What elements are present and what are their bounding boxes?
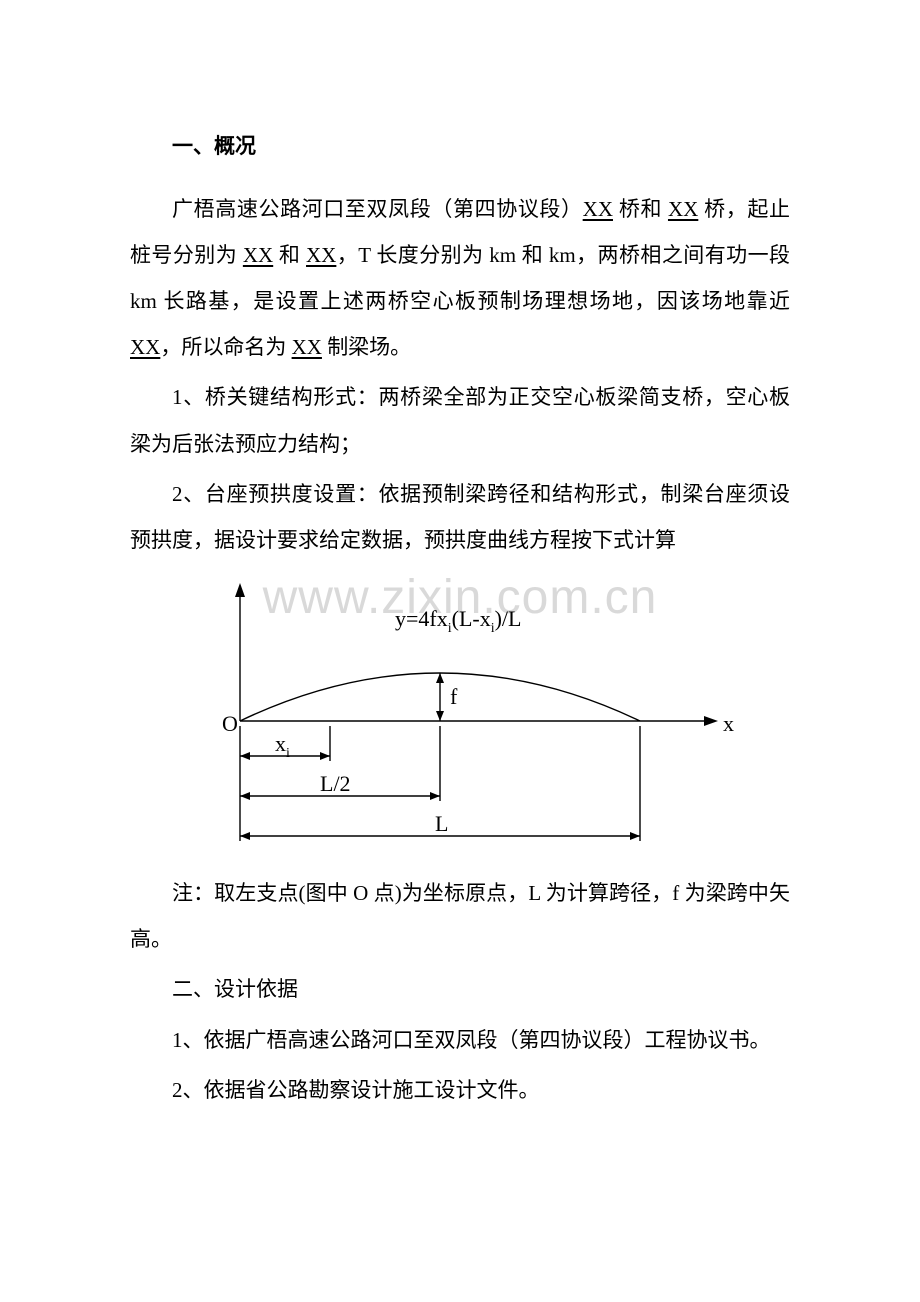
camber-curve-diagram: y=4fxi(L-xi)/L O x f xi L/2 L — [180, 571, 740, 856]
origin-label: O — [222, 711, 238, 736]
f-arrow-down — [436, 711, 444, 721]
l-label: L — [435, 811, 448, 836]
dim-l2-arrow-r — [430, 792, 440, 800]
l2-label: L/2 — [320, 771, 351, 796]
section1-para1: 广梧高速公路河口至双凤段（第四协议段）XX 桥和 XX 桥，起止桩号分别为 XX… — [130, 186, 790, 371]
section2-para1: 1、依据广梧高速公路河口至双凤段（第四协议段）工程协议书。 — [130, 1017, 790, 1063]
dim-l-arrow-r — [630, 832, 640, 840]
p1-u3: XX — [243, 243, 273, 267]
p1-t1: 广梧高速公路河口至双凤段（第四协议段） — [172, 197, 583, 221]
formula-text: y=4fxi(L-xi)/L — [395, 606, 522, 636]
f-label: f — [450, 684, 458, 709]
p1-u5: XX — [130, 335, 160, 359]
p1-u6: XX — [292, 335, 322, 359]
dim-xi-arrow-l — [240, 752, 250, 760]
xi-label-pre: x — [275, 731, 286, 756]
formula-mid: (L-x — [452, 606, 491, 631]
p1-u2: XX — [668, 197, 698, 221]
formula-prefix: y=4fx — [395, 606, 448, 631]
formula-suffix: )/L — [495, 606, 522, 631]
p1-u1: XX — [583, 197, 613, 221]
section2-para2: 2、依据省公路勘察设计施工设计文件。 — [130, 1067, 790, 1113]
dim-l-arrow-l — [240, 832, 250, 840]
x-axis-arrow — [704, 716, 718, 726]
section1-para2: 1、桥关键结构形式：两桥梁全部为正交空心板梁简支桥，空心板梁为后张法预应力结构； — [130, 374, 790, 466]
document-page: 一、概况 广梧高速公路河口至双凤段（第四协议段）XX 桥和 XX 桥，起止桩号分… — [0, 0, 920, 1217]
section1-heading: 一、概况 — [130, 130, 790, 164]
p1-t2: 桥和 — [613, 197, 668, 221]
section1-para3: 2、台座预拱度设置：依据预制梁跨径和结构形式，制梁台座须设预拱度，据设计要求给定… — [130, 471, 790, 563]
p1-t7: 制梁场。 — [322, 335, 411, 359]
y-axis-arrow — [235, 583, 245, 597]
x-axis-label: x — [723, 711, 734, 736]
diagram-note: 注：取左支点(图中 O 点)为坐标原点，L 为计算跨径，f 为梁跨中矢高。 — [130, 870, 790, 962]
diagram-container: y=4fxi(L-xi)/L O x f xi L/2 L — [180, 571, 740, 856]
p1-t4: 和 — [273, 243, 306, 267]
section2-heading: 二、设计依据 — [130, 966, 790, 1012]
dim-xi-arrow-r — [320, 752, 330, 760]
dim-l2-arrow-l — [240, 792, 250, 800]
p1-u4: XX — [306, 243, 336, 267]
p1-t6: ，所以命名为 — [160, 335, 291, 359]
f-arrow-up — [436, 673, 444, 683]
xi-label-sub: i — [286, 746, 290, 761]
